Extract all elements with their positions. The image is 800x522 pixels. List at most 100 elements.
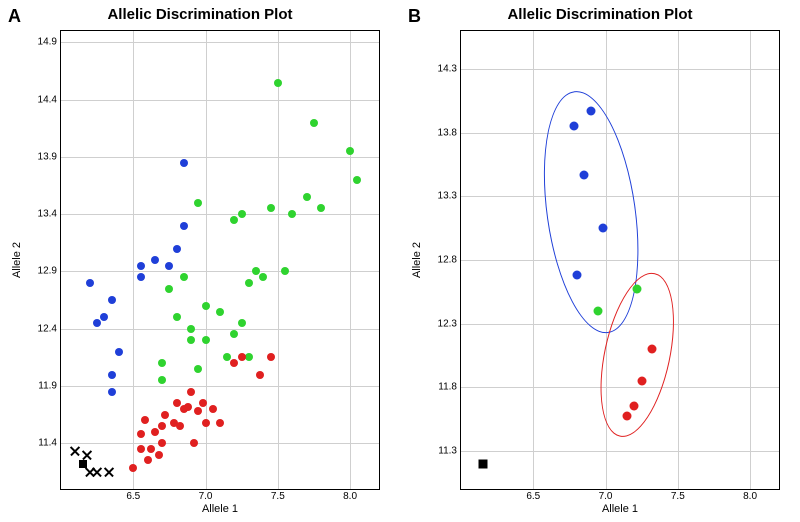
ytick-label: 13.3 (438, 191, 457, 202)
green-marker (187, 325, 195, 333)
panel-b: B Allelic Discrimination Plot Allele 2 A… (400, 0, 800, 522)
red-marker (202, 419, 210, 427)
undetermined-marker (92, 467, 102, 477)
green-marker (259, 273, 267, 281)
ytick-label: 13.9 (38, 151, 57, 162)
figure: A Allelic Discrimination Plot Allele 2 A… (0, 0, 800, 522)
ntc-marker (79, 460, 87, 468)
blue-marker (598, 224, 607, 233)
blue-marker (137, 262, 145, 270)
red-marker (267, 353, 275, 361)
red-marker (199, 399, 207, 407)
gridline-h (461, 451, 779, 452)
panel-a-xlabel: Allele 1 (61, 503, 379, 515)
gridline-h (61, 42, 379, 43)
green-marker (173, 313, 181, 321)
green-marker (281, 267, 289, 275)
red-marker (190, 439, 198, 447)
green-marker (238, 210, 246, 218)
red-marker (147, 445, 155, 453)
gridline-h (61, 443, 379, 444)
gridline-h (61, 386, 379, 387)
panel-b-plot-area: Allele 2 Allele 1 11.311.812.312.813.313… (460, 30, 780, 490)
xtick-label: 7.5 (271, 491, 285, 502)
blue-marker (108, 371, 116, 379)
red-marker (176, 422, 184, 430)
green-marker (274, 79, 282, 87)
blue-marker (173, 245, 181, 253)
undetermined-marker (82, 450, 92, 460)
red-marker (187, 388, 195, 396)
red-marker (137, 430, 145, 438)
gridline-v (750, 31, 751, 489)
ytick-label: 13.8 (438, 127, 457, 138)
green-marker (230, 216, 238, 224)
red-marker (184, 403, 192, 411)
xtick-label: 6.5 (526, 491, 540, 502)
gridline-v (278, 31, 279, 489)
gridline-h (61, 214, 379, 215)
green-marker (158, 376, 166, 384)
ytick-label: 11.3 (438, 445, 457, 456)
blue-marker (569, 122, 578, 131)
ytick-label: 12.9 (38, 266, 57, 277)
green-marker (353, 176, 361, 184)
green-marker (245, 279, 253, 287)
blue-marker (86, 279, 94, 287)
ntc-marker (478, 459, 487, 468)
blue-marker (180, 159, 188, 167)
green-marker (310, 119, 318, 127)
blue-marker (587, 107, 596, 116)
blue-marker (572, 271, 581, 280)
blue-marker (108, 296, 116, 304)
green-marker (158, 359, 166, 367)
green-marker (245, 353, 253, 361)
green-marker (165, 285, 173, 293)
red-marker (141, 416, 149, 424)
red-marker (137, 445, 145, 453)
gridline-h (461, 133, 779, 134)
red-marker (230, 359, 238, 367)
red-marker (623, 412, 632, 421)
green-marker (194, 199, 202, 207)
blue-marker (108, 388, 116, 396)
red-marker (151, 428, 159, 436)
green-marker (267, 204, 275, 212)
xtick-label: 7.5 (671, 491, 685, 502)
gridline-h (461, 69, 779, 70)
green-marker (180, 273, 188, 281)
gridline-v (133, 31, 134, 489)
ytick-label: 12.4 (38, 323, 57, 334)
green-marker (216, 308, 224, 316)
red-marker (194, 407, 202, 415)
ytick-label: 14.4 (38, 94, 57, 105)
gridline-v (678, 31, 679, 489)
xtick-label: 8.0 (743, 491, 757, 502)
panel-b-ylabel: Allele 2 (411, 242, 423, 278)
gridline-v (350, 31, 351, 489)
ytick-label: 13.4 (38, 209, 57, 220)
gridline-h (61, 100, 379, 101)
ytick-label: 12.8 (438, 255, 457, 266)
xtick-label: 6.5 (126, 491, 140, 502)
blue-marker (115, 348, 123, 356)
xtick-label: 8.0 (343, 491, 357, 502)
red-marker (155, 451, 163, 459)
red-marker (630, 402, 639, 411)
gridline-h (61, 271, 379, 272)
panel-b-xlabel: Allele 1 (461, 503, 779, 515)
green-marker (238, 319, 246, 327)
gridline-h (61, 157, 379, 158)
red-marker (256, 371, 264, 379)
green-marker (303, 193, 311, 201)
gridline-h (61, 329, 379, 330)
green-marker (194, 365, 202, 373)
red-marker (238, 353, 246, 361)
green-marker (202, 336, 210, 344)
red-marker (637, 376, 646, 385)
red-marker (209, 405, 217, 413)
green-marker (202, 302, 210, 310)
red-marker (647, 345, 656, 354)
undetermined-marker (70, 446, 80, 456)
blue-marker (93, 319, 101, 327)
